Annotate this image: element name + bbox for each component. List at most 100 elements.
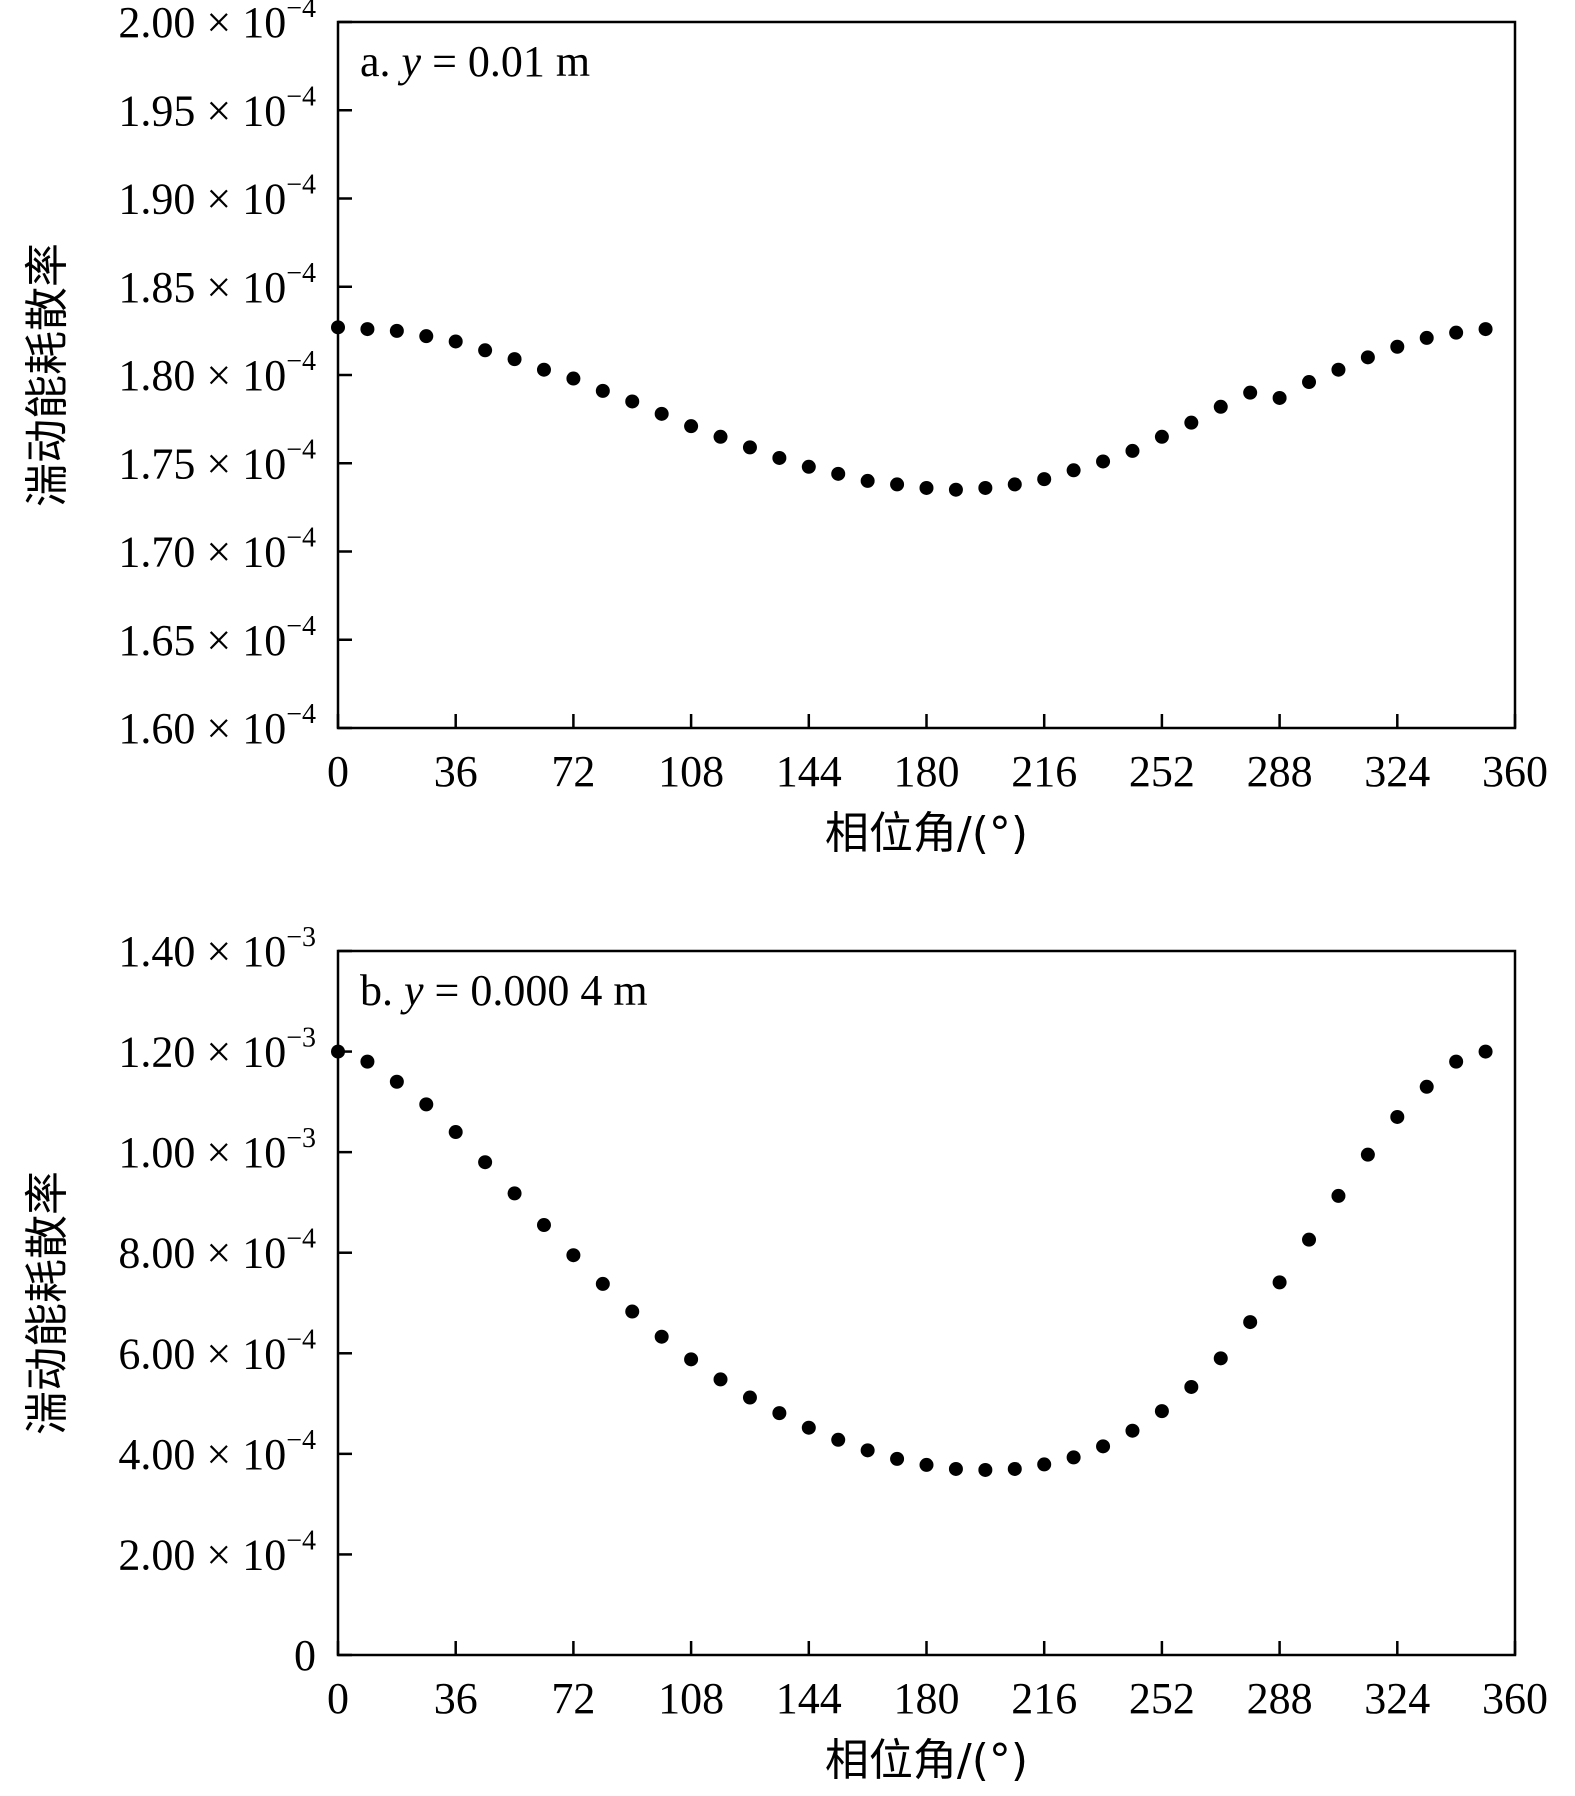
x-tick-label: 288: [1247, 747, 1313, 796]
data-point: [1449, 325, 1464, 340]
data-point: [1478, 1044, 1493, 1059]
y-tick-label: 2.00 × 10−4: [118, 1525, 316, 1579]
y-tick-label: 4.00 × 10−4: [118, 1425, 316, 1479]
x-tick-label: 360: [1482, 747, 1548, 796]
data-point: [1360, 350, 1375, 365]
x-tick-label: 360: [1482, 1674, 1548, 1723]
y-tick-label: 1.00 × 10−3: [118, 1123, 316, 1177]
data-point: [1390, 1109, 1405, 1124]
data-point: [978, 1462, 993, 1477]
panel-label: a. y = 0.01 m: [360, 37, 590, 86]
y-axis-title: 湍动能耗散率: [22, 243, 73, 507]
y-tick-label: 1.95 × 10−4: [118, 81, 316, 135]
data-point: [684, 419, 699, 434]
data-point: [536, 1218, 551, 1233]
data-point: [1037, 1457, 1052, 1472]
data-point: [742, 440, 757, 455]
data-point: [1243, 385, 1258, 400]
data-point: [625, 1304, 640, 1319]
x-tick-label: 0: [327, 747, 349, 796]
data-point: [1213, 399, 1228, 414]
y-axis-title: 湍动能耗散率: [22, 1171, 73, 1435]
data-point: [1419, 1079, 1434, 1094]
data-point: [331, 1044, 345, 1059]
data-point: [478, 1155, 493, 1170]
x-tick-label: 0: [327, 1674, 349, 1723]
x-tick-label: 324: [1364, 1674, 1430, 1723]
data-point: [1331, 362, 1346, 377]
data-point: [801, 459, 816, 474]
y-tick-label: 1.20 × 10−3: [118, 1023, 316, 1077]
x-tick-label: 108: [658, 1674, 724, 1723]
data-point: [801, 1420, 816, 1435]
data-point: [566, 371, 581, 386]
data-point: [448, 1125, 463, 1140]
x-tick-label: 252: [1129, 1674, 1195, 1723]
panel-label: b. y = 0.000 4 m: [360, 966, 648, 1015]
x-tick-label: 180: [894, 1674, 960, 1723]
data-point: [890, 1451, 905, 1466]
x-tick-label: 72: [551, 747, 595, 796]
data-point: [713, 429, 728, 444]
data-point: [1302, 1232, 1317, 1247]
data-point: [595, 383, 610, 398]
data-point: [419, 329, 434, 344]
data-point: [1007, 1461, 1022, 1476]
data-point: [1066, 1450, 1081, 1465]
x-tick-label: 36: [434, 747, 478, 796]
data-point: [1390, 339, 1405, 354]
data-point: [1096, 454, 1111, 469]
y-tick-label: 1.65 × 10−4: [118, 611, 316, 665]
data-point: [948, 482, 963, 497]
data-point: [1331, 1188, 1346, 1203]
data-point: [1419, 330, 1434, 345]
y-tick-label: 2.00 × 10−4: [118, 0, 316, 47]
x-tick-label: 288: [1247, 1674, 1313, 1723]
x-tick-label: 144: [776, 1674, 842, 1723]
data-point: [860, 1443, 875, 1458]
data-point: [478, 343, 493, 358]
data-point: [507, 352, 522, 367]
data-point: [713, 1372, 728, 1387]
data-point: [1272, 1275, 1287, 1290]
data-point: [1478, 322, 1493, 337]
data-point: [419, 1097, 434, 1112]
data-point: [1007, 477, 1022, 492]
x-tick-label: 108: [658, 747, 724, 796]
data-point: [1037, 472, 1052, 487]
y-tick-label: 1.70 × 10−4: [118, 523, 316, 577]
x-tick-label: 36: [434, 1674, 478, 1723]
y-tick-label: 0: [294, 1631, 316, 1680]
plot-frame: [336, 949, 1517, 1657]
data-point: [831, 1432, 846, 1447]
data-point: [448, 334, 463, 349]
data-point: [831, 466, 846, 481]
data-point: [360, 322, 375, 337]
data-point: [919, 480, 934, 495]
y-tick-label: 1.75 × 10−4: [118, 434, 316, 488]
data-point: [1243, 1315, 1258, 1330]
data-point: [566, 1248, 581, 1263]
data-point: [1066, 463, 1081, 478]
y-tick-label: 1.85 × 10−4: [118, 258, 316, 312]
data-point: [389, 323, 404, 338]
data-point: [331, 320, 345, 335]
x-tick-label: 216: [1011, 1674, 1077, 1723]
x-tick-label: 216: [1011, 747, 1077, 796]
data-point: [389, 1074, 404, 1089]
data-point: [1213, 1351, 1228, 1366]
data-point: [919, 1457, 934, 1472]
data-point: [978, 480, 993, 495]
y-tick-label: 1.90 × 10−4: [118, 170, 316, 224]
data-point: [772, 1406, 787, 1421]
data-point: [742, 1390, 757, 1405]
data-point: [860, 473, 875, 488]
data-point: [1302, 375, 1317, 390]
data-point: [1184, 415, 1199, 430]
data-point: [1184, 1379, 1199, 1394]
data-point: [890, 477, 905, 492]
chart-panel-b: 0 36 72 108 144 180 216 252 288 324 360 0 2.00 × 10−…: [22, 922, 1548, 1786]
data-point: [654, 1329, 669, 1344]
y-tick-label: 1.80 × 10−4: [118, 346, 316, 400]
data-point: [1272, 390, 1287, 405]
